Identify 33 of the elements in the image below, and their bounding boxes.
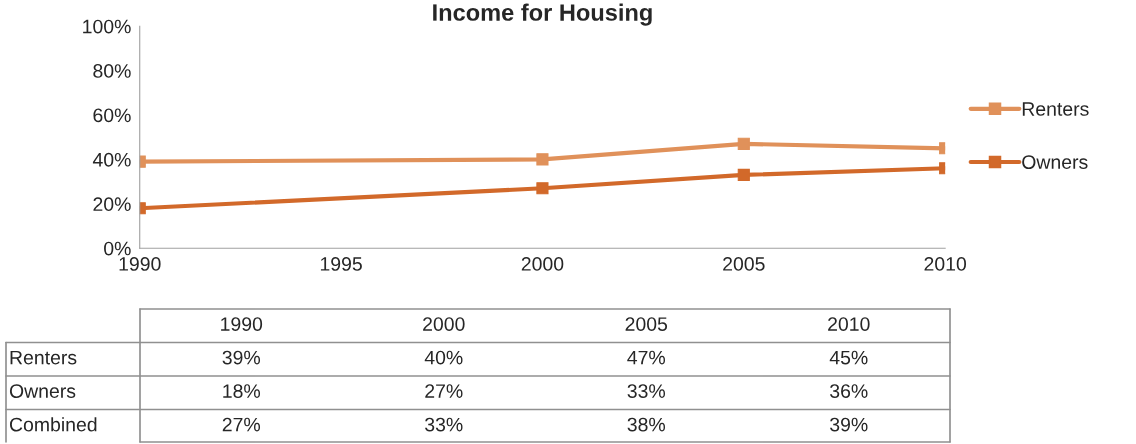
category-label: 2005 (625, 317, 668, 331)
legend-label: Owners (1022, 155, 1088, 169)
text: Combined (9, 417, 97, 432)
data-label: 27% (425, 384, 463, 398)
y-tick-label: 100% (83, 19, 131, 34)
data-label: 27% (222, 417, 261, 432)
data-label: 36% (830, 384, 868, 398)
x-tick-label: 2005 (723, 257, 765, 271)
data-label: 38% (627, 417, 666, 432)
data-label: 18% (223, 384, 261, 398)
data-label: 47% (627, 350, 666, 365)
data-label: 40% (424, 350, 463, 365)
x-tick-label: 2000 (521, 257, 564, 271)
x-tick-label: 2010 (924, 257, 967, 271)
y-tick-label: 80% (93, 64, 131, 78)
x-tick-label: 1995 (320, 257, 362, 271)
data-label: 39% (222, 350, 261, 365)
text: Owners (9, 384, 76, 398)
category-label: 2010 (828, 317, 870, 331)
data-label: 33% (425, 417, 463, 432)
chart-title: Income for Housing (433, 3, 652, 26)
y-tick-label: 0% (104, 241, 131, 256)
data-label: 45% (829, 350, 868, 365)
x-tick-label: 1990 (119, 257, 161, 271)
y-tick-label: 20% (93, 197, 131, 212)
category-label: 2000 (423, 317, 465, 331)
y-tick-label: 60% (93, 108, 131, 123)
category-label: 1990 (221, 317, 263, 331)
data-label: 39% (830, 417, 868, 432)
legend-label: Renters (1022, 102, 1089, 116)
y-tick-label: 40% (92, 152, 131, 167)
data-label: 33% (627, 384, 666, 398)
text: Renters (10, 350, 77, 365)
